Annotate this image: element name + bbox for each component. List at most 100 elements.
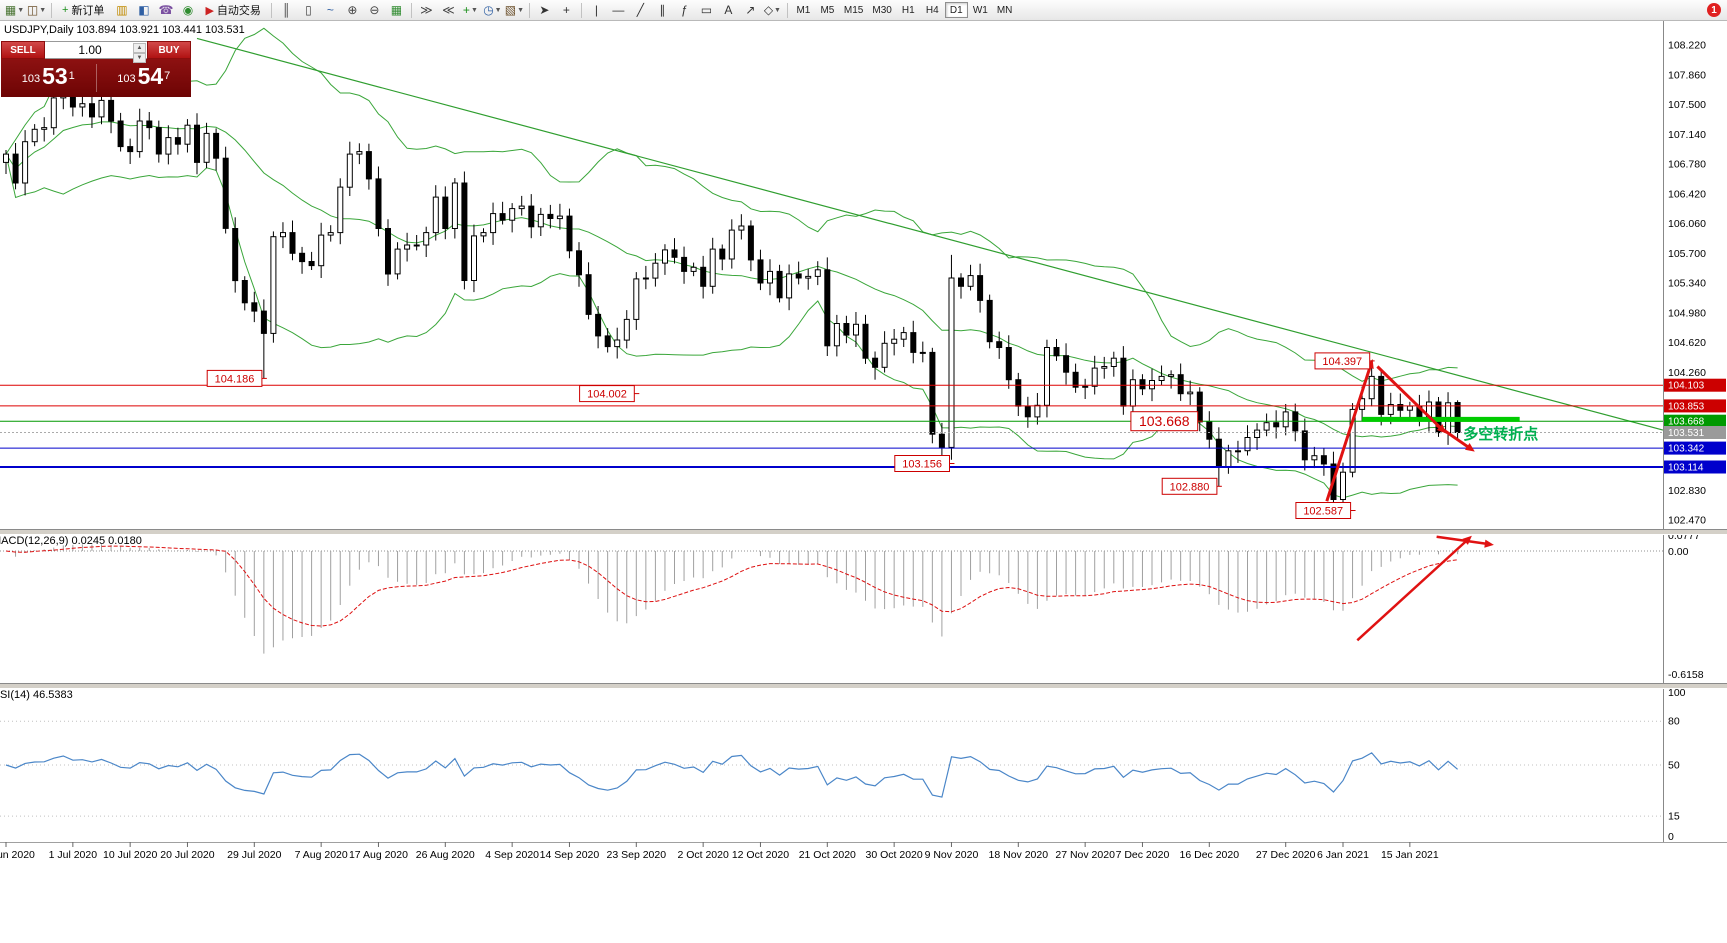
- candlestick-chart-type-icon: ▯: [305, 3, 312, 17]
- price-axis-label: 106.780: [1668, 159, 1706, 171]
- price-callout[interactable]: 103.156: [894, 455, 955, 472]
- date-axis-label: 30 Oct 2020: [866, 849, 923, 861]
- crosshair-button[interactable]: +: [556, 2, 577, 19]
- text-icon: A: [724, 3, 733, 17]
- ask-price-pip: 7: [164, 69, 171, 82]
- shapes-button[interactable]: ▭: [696, 2, 717, 19]
- svg-text:103.853: 103.853: [1668, 401, 1705, 412]
- price-callout[interactable]: 104.186: [206, 369, 267, 387]
- new-chart-button[interactable]: ▦ ▼: [4, 2, 25, 19]
- line-chart-type-button[interactable]: ~: [320, 2, 341, 19]
- chart-shift-icon: ≪: [442, 3, 455, 17]
- date-axis-label: 23 Sep 2020: [607, 849, 667, 861]
- turning-point-note[interactable]: 多空转折点: [1463, 425, 1538, 443]
- sell-button[interactable]: SELL: [1, 41, 45, 59]
- date-axis-label: 14 Sep 2020: [540, 849, 600, 861]
- chart-shift-button[interactable]: ≪: [438, 2, 459, 19]
- tile-windows-button[interactable]: ▦: [386, 2, 407, 19]
- new-order-button[interactable]: + 新订单: [56, 2, 110, 19]
- volume-up-button[interactable]: ▲: [133, 43, 146, 53]
- macd-panel: [0, 544, 1663, 654]
- vertical-line-button[interactable]: |: [586, 2, 607, 19]
- timeframe-m15-button[interactable]: M15: [840, 2, 867, 18]
- cursor-button[interactable]: ➤: [534, 2, 555, 19]
- price-axis-label: 105.700: [1668, 248, 1706, 260]
- notification-badge[interactable]: 1: [1707, 3, 1721, 17]
- volume-down-button[interactable]: ▼: [133, 53, 146, 63]
- price-callout[interactable]: 103.668: [1130, 411, 1203, 432]
- price-callout[interactable]: 104.397: [1314, 352, 1375, 370]
- candlestick-chart-type-button[interactable]: ▯: [298, 2, 319, 19]
- chevron-down-icon: ▼: [517, 6, 525, 14]
- macd-axis-label: 0.00: [1668, 546, 1689, 558]
- price-callout[interactable]: 104.002: [579, 385, 640, 403]
- macd-trend-arrows[interactable]: [1356, 535, 1494, 642]
- channel-button[interactable]: ∥: [652, 2, 673, 19]
- trendline-icon: ╱: [636, 3, 645, 17]
- timeframe-d1-button[interactable]: D1: [944, 2, 968, 18]
- volume-input[interactable]: [45, 42, 147, 58]
- rsi-indicator-label: RSI(14) 46.5383: [0, 689, 73, 701]
- svg-text:102.880: 102.880: [1170, 481, 1210, 493]
- fibonacci-button[interactable]: ƒ: [674, 2, 695, 19]
- price-axis-label: 107.860: [1668, 69, 1706, 81]
- timeframe-w1-button[interactable]: W1: [969, 2, 992, 18]
- trend-arrows[interactable]: [1325, 359, 1475, 502]
- date-axis-label: 7 Dec 2020: [1116, 849, 1170, 861]
- timeframe-m30-button[interactable]: M30: [868, 2, 895, 18]
- timeframe-m5-button[interactable]: M5: [816, 2, 839, 18]
- price-callout[interactable]: 102.587: [1295, 502, 1356, 519]
- templates-icon: ▧: [504, 3, 517, 17]
- date-axis-label: 22 Jun 2020: [0, 849, 35, 861]
- periods-button[interactable]: ◷ ▼: [482, 2, 503, 19]
- timeframe-h1-button[interactable]: H1: [897, 2, 920, 18]
- trendline-button[interactable]: ╱: [630, 2, 651, 19]
- buy-button[interactable]: BUY: [147, 41, 191, 59]
- community-button[interactable]: ◉: [177, 2, 198, 19]
- price-axis-label: 104.620: [1668, 337, 1706, 349]
- profiles-button[interactable]: ◫ ▼: [26, 2, 47, 19]
- svg-text:102.587: 102.587: [1303, 506, 1343, 518]
- arrows-button[interactable]: ↗: [740, 2, 761, 19]
- toolbar-separator: [528, 2, 530, 18]
- market-watch-button[interactable]: ▥: [111, 2, 132, 19]
- price-axis-label: 108.220: [1668, 40, 1706, 52]
- candlesticks: [3, 69, 1461, 511]
- timeframe-m1-button[interactable]: M1: [792, 2, 815, 18]
- volume-field[interactable]: ▲ ▼: [45, 41, 147, 63]
- date-axis[interactable]: [5, 842, 1411, 847]
- price-tag: 103.531: [1664, 426, 1726, 439]
- svg-text:104.002: 104.002: [587, 389, 627, 401]
- templates-button[interactable]: ▧ ▼: [504, 2, 525, 19]
- auto-scroll-button[interactable]: ≫: [416, 2, 437, 19]
- indicators-button[interactable]: + ▼: [460, 2, 481, 19]
- timeframe-mn-button[interactable]: MN: [993, 2, 1017, 18]
- zoom-in-icon: ⊕: [347, 3, 358, 17]
- date-axis-label: 15 Jan 2021: [1381, 849, 1439, 861]
- chevron-down-icon: ▼: [494, 6, 502, 14]
- date-axis-label: 2 Oct 2020: [677, 849, 729, 861]
- macd-panel-separator[interactable]: [0, 529, 1727, 535]
- date-axis-label: 4 Sep 2020: [485, 849, 539, 861]
- rsi-level-label: 80: [1668, 716, 1680, 728]
- horizontal-line-button[interactable]: —: [608, 2, 629, 19]
- zoom-in-button[interactable]: ⊕: [342, 2, 363, 19]
- support-button[interactable]: ☎: [155, 2, 176, 19]
- data-window-button[interactable]: ◧: [133, 2, 154, 19]
- rsi-panel-separator[interactable]: [0, 683, 1727, 689]
- price-callout[interactable]: 102.880: [1161, 477, 1222, 495]
- chevron-down-icon: ▼: [39, 6, 47, 14]
- zoom-out-button[interactable]: ⊖: [364, 2, 385, 19]
- objects-dropdown-button[interactable]: ◇ ▼: [762, 2, 783, 19]
- timeframe-h4-button[interactable]: H4: [921, 2, 944, 18]
- bar-chart-type-button[interactable]: ║: [276, 2, 297, 19]
- profiles-icon: ◫: [26, 3, 39, 17]
- descending-trendline-object[interactable]: [196, 37, 1664, 431]
- text-button[interactable]: A: [718, 2, 739, 19]
- ask-price-prefix: 103: [117, 72, 136, 85]
- autotrading-button[interactable]: ▶ 自动交易: [199, 2, 266, 19]
- svg-text:103.531: 103.531: [1668, 428, 1705, 439]
- macd-indicator-label: MACD(12,26,9) 0.0245 0.0180: [0, 535, 142, 547]
